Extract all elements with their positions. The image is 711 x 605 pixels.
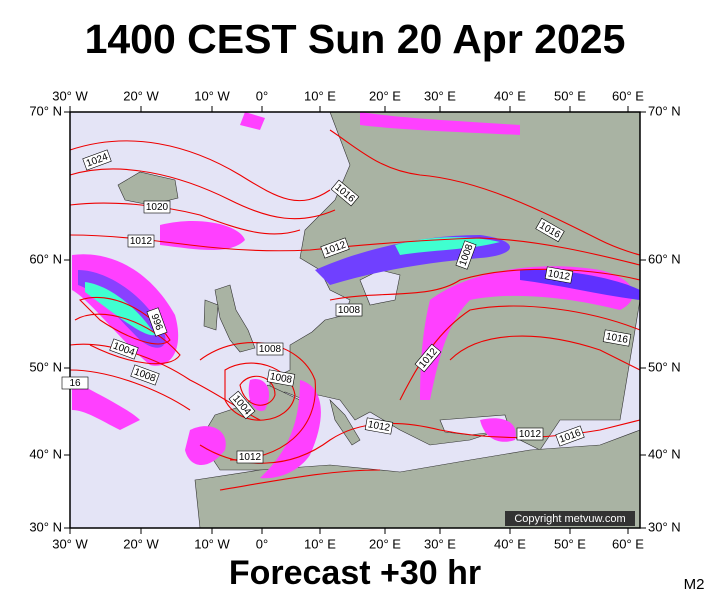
forecast-label: Forecast +30 hr: [229, 554, 481, 592]
isobar-label: 1012: [236, 450, 264, 464]
isobar-label: 1016: [602, 329, 632, 347]
isobar-label-box: [266, 369, 296, 387]
lon-label-bottom: 0°: [256, 536, 268, 551]
lat-label-right: 40° N: [648, 446, 681, 461]
isobar-label: 16: [61, 376, 89, 390]
isobar-label-text: 1012: [519, 429, 542, 440]
isobar-label-text: 1016: [605, 331, 629, 346]
isobar-label-box: [61, 376, 89, 390]
isobar-label-box: [236, 450, 264, 464]
isobar-label: 1020: [143, 200, 171, 214]
lat-label-left: 70° N: [29, 103, 62, 118]
lon-label-top: 10° E: [304, 88, 336, 103]
isobar-label-box: [335, 303, 363, 317]
lon-label-top: 0°: [256, 88, 268, 103]
isobar-label-box: [130, 364, 160, 386]
lon-label-bottom: 10° E: [304, 536, 336, 551]
isobar-label-box: [555, 425, 585, 447]
isobar-label-box: [544, 266, 574, 284]
isobar-label-box: [228, 390, 256, 420]
isobar-label-box: [146, 307, 168, 337]
lon-label-top: 50° E: [554, 88, 586, 103]
land: [117, 111, 641, 529]
lon-label-bottom: 30° W: [52, 536, 88, 551]
lon-label-bottom: 20° E: [369, 536, 401, 551]
frame: [69, 111, 641, 529]
lat-label-right: 70° N: [648, 103, 681, 118]
lat-label-left: 50° N: [29, 359, 62, 374]
lon-label-top: 30° W: [52, 88, 88, 103]
title: 1400 CEST Sun 20 Apr 2025: [85, 16, 626, 62]
isobar-label-box: [330, 179, 360, 207]
isobar-label-box: [320, 237, 350, 259]
lat-label-left: 60° N: [29, 251, 62, 266]
lon-label-bottom: 50° E: [554, 536, 586, 551]
isobar-label: 1008: [266, 369, 296, 387]
isobar-label-text: 16: [69, 378, 81, 389]
isobar-label: 1012: [516, 427, 544, 441]
isobar-label-box: [516, 427, 544, 441]
isobar-label-box: [127, 234, 155, 248]
lat-label-left: 40° N: [29, 446, 62, 461]
lon-label-top: 20° E: [369, 88, 401, 103]
lat-label-right: 30° N: [648, 519, 681, 534]
isobar-label-text: 1012: [130, 236, 153, 247]
lon-label-top: 40° E: [494, 88, 526, 103]
isobar-label-box: [256, 342, 284, 356]
lon-label-top: 60° E: [612, 88, 644, 103]
isobar-label-box: [364, 417, 394, 435]
isobar-label-text: 1012: [367, 419, 391, 434]
copyright: Copyright metvuw.com: [514, 513, 625, 525]
lat-label-left: 30° N: [29, 519, 62, 534]
isobar-label-text: 1012: [239, 452, 262, 463]
isobar-label: 1008: [256, 342, 284, 356]
map-code: M2: [684, 576, 705, 593]
lon-label-top: 10° W: [194, 88, 230, 103]
lat-label-right: 50° N: [648, 359, 681, 374]
isobar-label-text: 1020: [146, 202, 169, 213]
isobar-label-text: 1008: [338, 305, 361, 316]
isobar-label: 1012: [364, 417, 394, 435]
labels: 30° W 30° W 20° W 20° W 10° W 10° W 0° 0° 10° E 1…: [29, 88, 680, 551]
isobar-label-text: 1008: [259, 344, 282, 355]
isobar-label-box: [535, 217, 565, 243]
lon-label-top: 30° E: [424, 88, 456, 103]
lon-label-bottom: 40° E: [494, 536, 526, 551]
map: 30° W 30° W 20° W 20° W 10° W 10° W 0° 0° 10° E 1…: [29, 88, 680, 551]
isobar-label: 1012: [544, 266, 574, 284]
lon-label-bottom: 20° W: [123, 536, 159, 551]
isobar-label: 1012: [127, 234, 155, 248]
isobar-label-box: [143, 200, 171, 214]
isobar-label: 996: [146, 307, 168, 337]
lat-label-right: 60° N: [648, 251, 681, 266]
lon-label-bottom: 60° E: [612, 536, 644, 551]
isobar-label-text: 1012: [547, 268, 571, 283]
isobar-label-box: [455, 240, 477, 270]
isobar-label-box: [414, 343, 442, 373]
isobar-label-text: 1008: [269, 371, 293, 386]
copyright-box: [505, 511, 635, 526]
isobar-label: 1008: [335, 303, 363, 317]
isobar-label-box: [602, 329, 632, 347]
lon-label-bottom: 10° W: [194, 536, 230, 551]
lon-label-bottom: 30° E: [424, 536, 456, 551]
precipitation: [72, 112, 640, 479]
lon-label-top: 20° W: [123, 88, 159, 103]
isobar-label-box: [109, 338, 139, 360]
isobar-label-box: [82, 149, 112, 171]
